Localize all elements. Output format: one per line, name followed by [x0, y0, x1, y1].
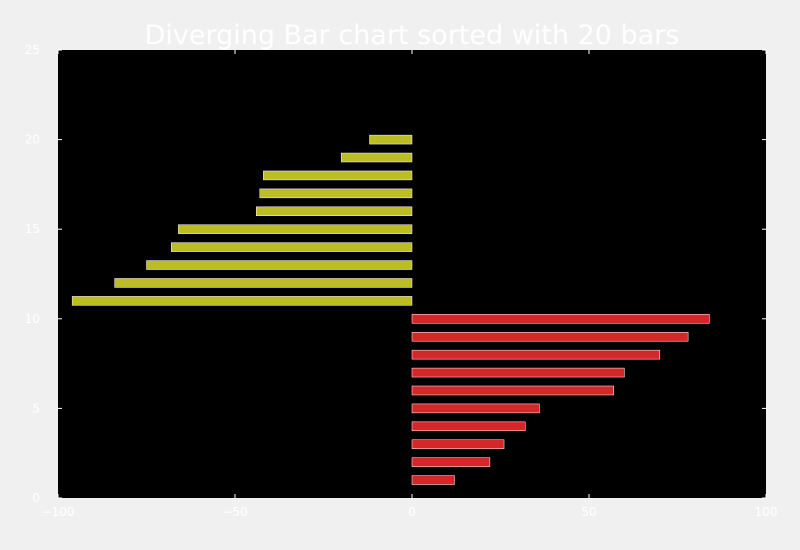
- x-tick-label: −100: [42, 505, 75, 519]
- bar-19: [340, 152, 413, 163]
- y-tick-label: 10: [25, 312, 40, 326]
- x-tick-label: −50: [222, 505, 247, 519]
- bar-4: [411, 421, 526, 432]
- bar-7: [411, 367, 625, 378]
- axes: −100 −50 0 50 100 0 5 10 15 20 25: [25, 43, 778, 519]
- bars: [71, 134, 710, 485]
- bar-9: [411, 331, 689, 342]
- bar-12: [114, 278, 413, 288]
- bar-2: [411, 457, 491, 467]
- bar-16: [255, 206, 413, 217]
- y-tick-label: 15: [25, 222, 40, 236]
- bar-20: [369, 134, 413, 145]
- bar-18: [263, 170, 413, 181]
- bar-1: [411, 475, 455, 485]
- bar-8: [411, 349, 661, 360]
- y-tick-label: 0: [32, 491, 40, 505]
- bar-5: [411, 403, 540, 414]
- bar-13: [146, 260, 413, 270]
- bar-6: [411, 385, 615, 396]
- chart-title: Diverging Bar chart sorted with 20 bars: [145, 20, 680, 51]
- y-tick-label: 25: [25, 43, 40, 57]
- bar-11: [71, 296, 413, 306]
- x-tick-label: 0: [408, 505, 416, 519]
- bar-10: [411, 314, 710, 324]
- x-tick-label: 100: [755, 505, 778, 519]
- bar-3: [411, 439, 505, 449]
- bar-14: [171, 242, 413, 252]
- bar-15: [178, 224, 413, 234]
- y-tick-label: 5: [32, 401, 40, 415]
- bar-17: [259, 188, 413, 199]
- x-tick-label: 50: [581, 505, 596, 519]
- y-tick-label: 20: [25, 133, 40, 147]
